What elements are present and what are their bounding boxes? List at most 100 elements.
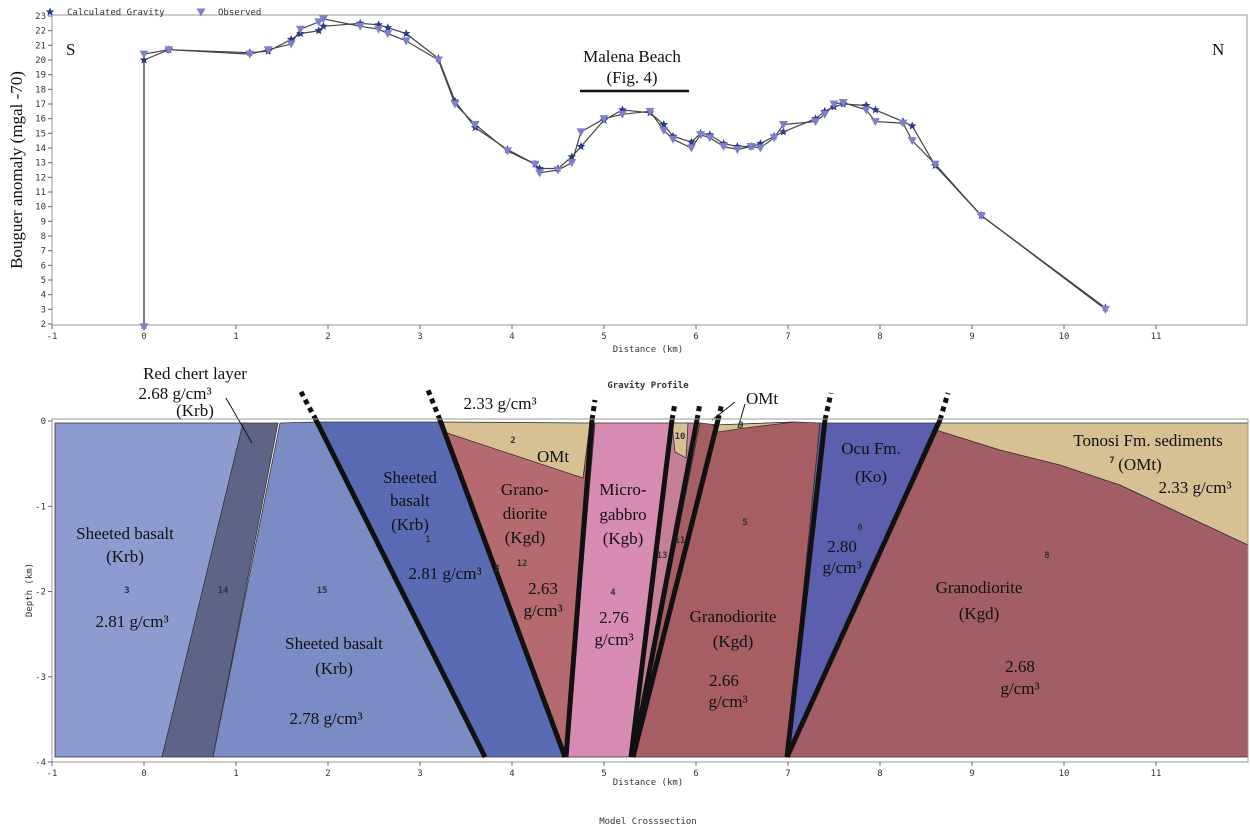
data-point (733, 146, 742, 154)
y-tick-label: 5 (41, 276, 46, 286)
fault-extension (718, 403, 722, 420)
data-point (705, 134, 714, 142)
body-id: 11 (675, 536, 686, 546)
y-tick-label: 7 (41, 247, 46, 257)
x-tick-label: 10 (1059, 769, 1070, 779)
body-label: Ocu Fm. (841, 439, 901, 458)
body-label: gabbro (599, 505, 646, 524)
body-id: 9 (738, 421, 743, 431)
y-tick-label: 13 (35, 159, 46, 169)
body-label: Sheeted basalt (285, 634, 383, 653)
data-point (140, 51, 149, 59)
body-label: g/cm³ (594, 630, 633, 649)
body-id: 2 (510, 436, 515, 446)
data-point (577, 128, 586, 136)
body-label: OMt (746, 389, 778, 408)
y-axis-label: Bouguer anomaly (mgal -70) (7, 71, 26, 269)
x-tick-label: 3 (417, 769, 422, 779)
fault-extension (825, 393, 831, 420)
fault-extension (428, 390, 440, 420)
body-id: 6 (857, 523, 862, 533)
body-id: 3 (124, 586, 129, 596)
figure: -101234567891011234567891011121314151617… (0, 0, 1250, 827)
body-id: 10 (675, 432, 686, 442)
y-tick-label: 21 (35, 41, 46, 51)
data-point (669, 136, 678, 144)
body-label: (Kgd) (959, 604, 1000, 623)
body-label: (OMt) (1118, 455, 1161, 474)
y-tick-label: -2 (35, 588, 46, 598)
chart-caption: Model Crosssection (599, 817, 697, 827)
body-label: (Kgb) (603, 529, 644, 548)
data-point (245, 51, 254, 59)
y-tick-label: 6 (41, 261, 46, 271)
data-point (908, 122, 917, 130)
x-tick-label: 11 (1151, 769, 1162, 779)
y-tick-label: 22 (35, 27, 46, 37)
body-label: 2.68 (1005, 657, 1035, 676)
data-point (434, 57, 443, 65)
data-point (140, 323, 149, 331)
side-label: N (1212, 40, 1224, 59)
y-tick-label: -3 (35, 673, 46, 683)
y-tick-label: -1 (35, 502, 46, 512)
body-label: 2.33 g/cm³ (1158, 478, 1231, 497)
chart-caption: Gravity Profile (607, 380, 689, 391)
x-tick-label: 3 (417, 332, 422, 342)
y-tick-label: 12 (35, 173, 46, 183)
x-tick-label: 9 (969, 769, 974, 779)
data-point (687, 145, 696, 153)
x-tick-label: 6 (693, 769, 698, 779)
x-tick-label: 11 (1151, 332, 1162, 342)
data-point (756, 145, 765, 153)
data-point (402, 37, 411, 45)
body-label: (Krb) (391, 515, 429, 534)
x-tick-label: 2 (325, 332, 330, 342)
x-tick-label: 5 (601, 332, 606, 342)
y-tick-label: 20 (35, 56, 46, 66)
body-id: 3 (494, 564, 499, 574)
y-tick-label: 17 (35, 100, 46, 110)
body-label: diorite (503, 504, 547, 523)
x-tick-label: 6 (693, 332, 698, 342)
body-label: 2.63 (528, 579, 558, 598)
fault-extension (300, 390, 316, 420)
fault-extension (697, 403, 700, 420)
data-point (779, 121, 788, 129)
body-label: Granodiorite (690, 607, 777, 626)
x-tick-label: 1 (233, 332, 238, 342)
data-point (535, 169, 544, 177)
x-tick-label: 10 (1059, 332, 1070, 342)
x-tick-label: 7 (785, 769, 790, 779)
body-label: Granodiorite (936, 578, 1023, 597)
body-label: g/cm³ (523, 601, 562, 620)
body-label: 2.66 (709, 671, 739, 690)
fault-extension (940, 393, 948, 420)
body-id: 13 (657, 551, 668, 561)
data-point (374, 26, 383, 34)
x-tick-label: 5 (601, 769, 606, 779)
y-tick-label: 15 (35, 129, 46, 139)
body-label: Sheeted basalt (76, 524, 174, 543)
y-tick-label: 8 (41, 232, 46, 242)
body-label: 2.33 g/cm³ (463, 394, 536, 413)
annotation: (Fig. 4) (607, 68, 658, 87)
x-tick-label: 2 (325, 769, 330, 779)
y-tick-label: -4 (35, 758, 46, 768)
body-label: (Krb) (106, 547, 144, 566)
body-id: 5 (742, 518, 747, 528)
body-id: 8 (1044, 551, 1049, 561)
y-tick-label: 14 (35, 144, 46, 154)
x-tick-label: -1 (47, 769, 58, 779)
body-label: g/cm³ (822, 558, 861, 577)
body-label: 2.81 g/cm³ (95, 612, 168, 631)
y-tick-label: 18 (35, 85, 46, 95)
y-tick-label: 23 (35, 12, 46, 22)
body-label: Micro- (599, 480, 647, 499)
body-label: (Kgd) (505, 528, 546, 547)
y-tick-label: 2 (41, 320, 46, 330)
side-label: S (66, 40, 75, 59)
body-label: (Kgd) (713, 632, 754, 651)
data-point (383, 30, 392, 38)
body-id: 1 (425, 535, 430, 545)
